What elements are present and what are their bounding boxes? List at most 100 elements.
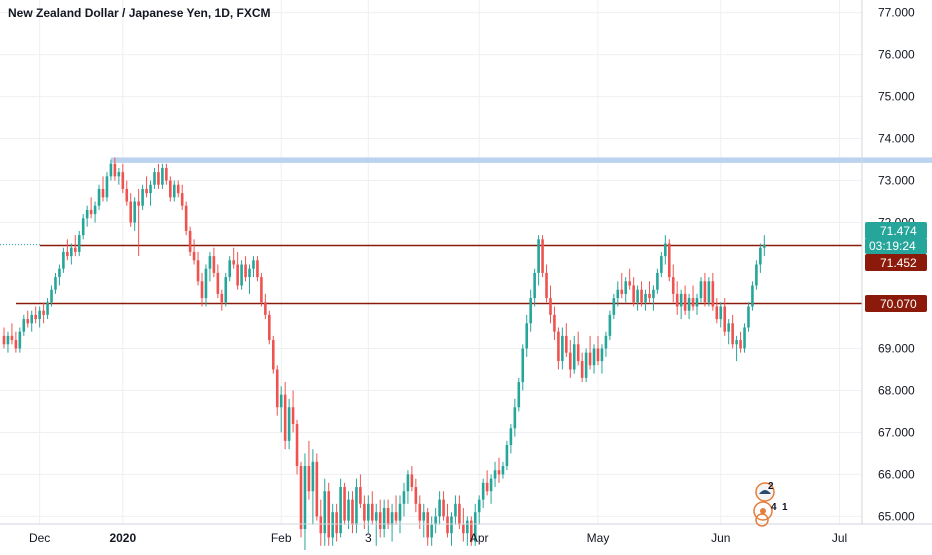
candle-body [505, 445, 509, 467]
candle [521, 344, 525, 391]
candle [584, 348, 588, 383]
candle-body [739, 340, 742, 349]
candle-body [216, 272, 220, 294]
candle-body [363, 503, 366, 521]
candle-body [608, 314, 612, 336]
candle-body [450, 516, 453, 534]
candle [363, 495, 366, 530]
candle [656, 268, 659, 294]
candle [382, 499, 386, 538]
candle [38, 306, 41, 328]
candle [596, 335, 600, 366]
candle [58, 264, 61, 286]
candle-body [93, 205, 97, 215]
candle [394, 495, 398, 525]
candle [287, 398, 291, 450]
candle-body [232, 260, 235, 265]
level-lines-layer [0, 244, 862, 305]
candle-body [485, 482, 489, 492]
candle [295, 419, 299, 475]
candle [683, 285, 687, 315]
candle [42, 302, 45, 324]
candle-body [604, 335, 608, 349]
candle [161, 163, 164, 189]
candle [545, 264, 548, 303]
candle [477, 495, 481, 525]
candle-body [331, 512, 334, 538]
candle-body [418, 503, 422, 521]
candle-body [600, 348, 604, 362]
candle [572, 335, 576, 374]
candle [121, 163, 125, 194]
x-tick-label: Jun [711, 531, 730, 545]
x-tick-label: Feb [271, 531, 292, 545]
candle [561, 327, 564, 370]
candle-body [723, 306, 727, 332]
candle-body [319, 516, 323, 534]
candle [620, 272, 624, 299]
candle [14, 331, 18, 353]
candle [18, 327, 22, 353]
candle [679, 289, 683, 320]
split-icon[interactable] [755, 513, 769, 527]
candle [339, 478, 342, 538]
candle [311, 449, 315, 525]
candle-body [466, 520, 469, 534]
candle-body [26, 319, 30, 324]
candle-body [34, 314, 37, 320]
candle-body [509, 428, 513, 446]
candle-body [422, 512, 426, 521]
price-labels-layer: 71.474 03:19:24 71.452 70.070 [865, 222, 927, 313]
lower-level-label: 70.070 [880, 297, 917, 311]
candle-body [747, 306, 750, 328]
candle [188, 226, 192, 257]
candle [469, 516, 473, 546]
candle [359, 474, 362, 509]
split-badge-count: 1 [782, 502, 788, 513]
candle-body [125, 188, 129, 202]
candle [323, 478, 327, 546]
candle [557, 327, 560, 370]
candle-body [66, 251, 69, 257]
candle [279, 386, 283, 433]
event-badges[interactable]: 2 4 1 [753, 481, 788, 527]
candle [667, 239, 671, 282]
candle [73, 235, 77, 257]
candle [458, 495, 461, 530]
candle-body [180, 193, 184, 206]
candle [335, 503, 338, 542]
candle-body [264, 302, 267, 315]
candle-body [374, 512, 378, 521]
candle-body [73, 247, 77, 252]
candle [252, 256, 255, 278]
candle-body [236, 264, 239, 286]
candle-body [414, 487, 418, 504]
candle-body [632, 285, 635, 303]
candle-body [675, 293, 679, 307]
candle-body [477, 499, 481, 513]
candle [664, 235, 667, 265]
candle-body [727, 323, 730, 332]
resistance-zone-layer [110, 157, 932, 163]
candle [157, 163, 160, 189]
candle-body [244, 264, 247, 278]
candle [224, 272, 228, 307]
candle [485, 470, 489, 496]
candle-body [283, 394, 287, 441]
candle-body [2, 335, 6, 345]
candle [271, 335, 275, 374]
candle [410, 466, 414, 492]
candle [370, 491, 374, 525]
candle-body [442, 499, 445, 517]
x-tick-label: Apr [470, 531, 489, 545]
candle [6, 331, 10, 353]
candle-body [137, 201, 140, 206]
candle-body [97, 188, 101, 206]
candle [727, 319, 730, 345]
candle [481, 478, 485, 509]
candle-body [129, 201, 133, 223]
candle [184, 201, 188, 236]
candle [735, 335, 738, 362]
